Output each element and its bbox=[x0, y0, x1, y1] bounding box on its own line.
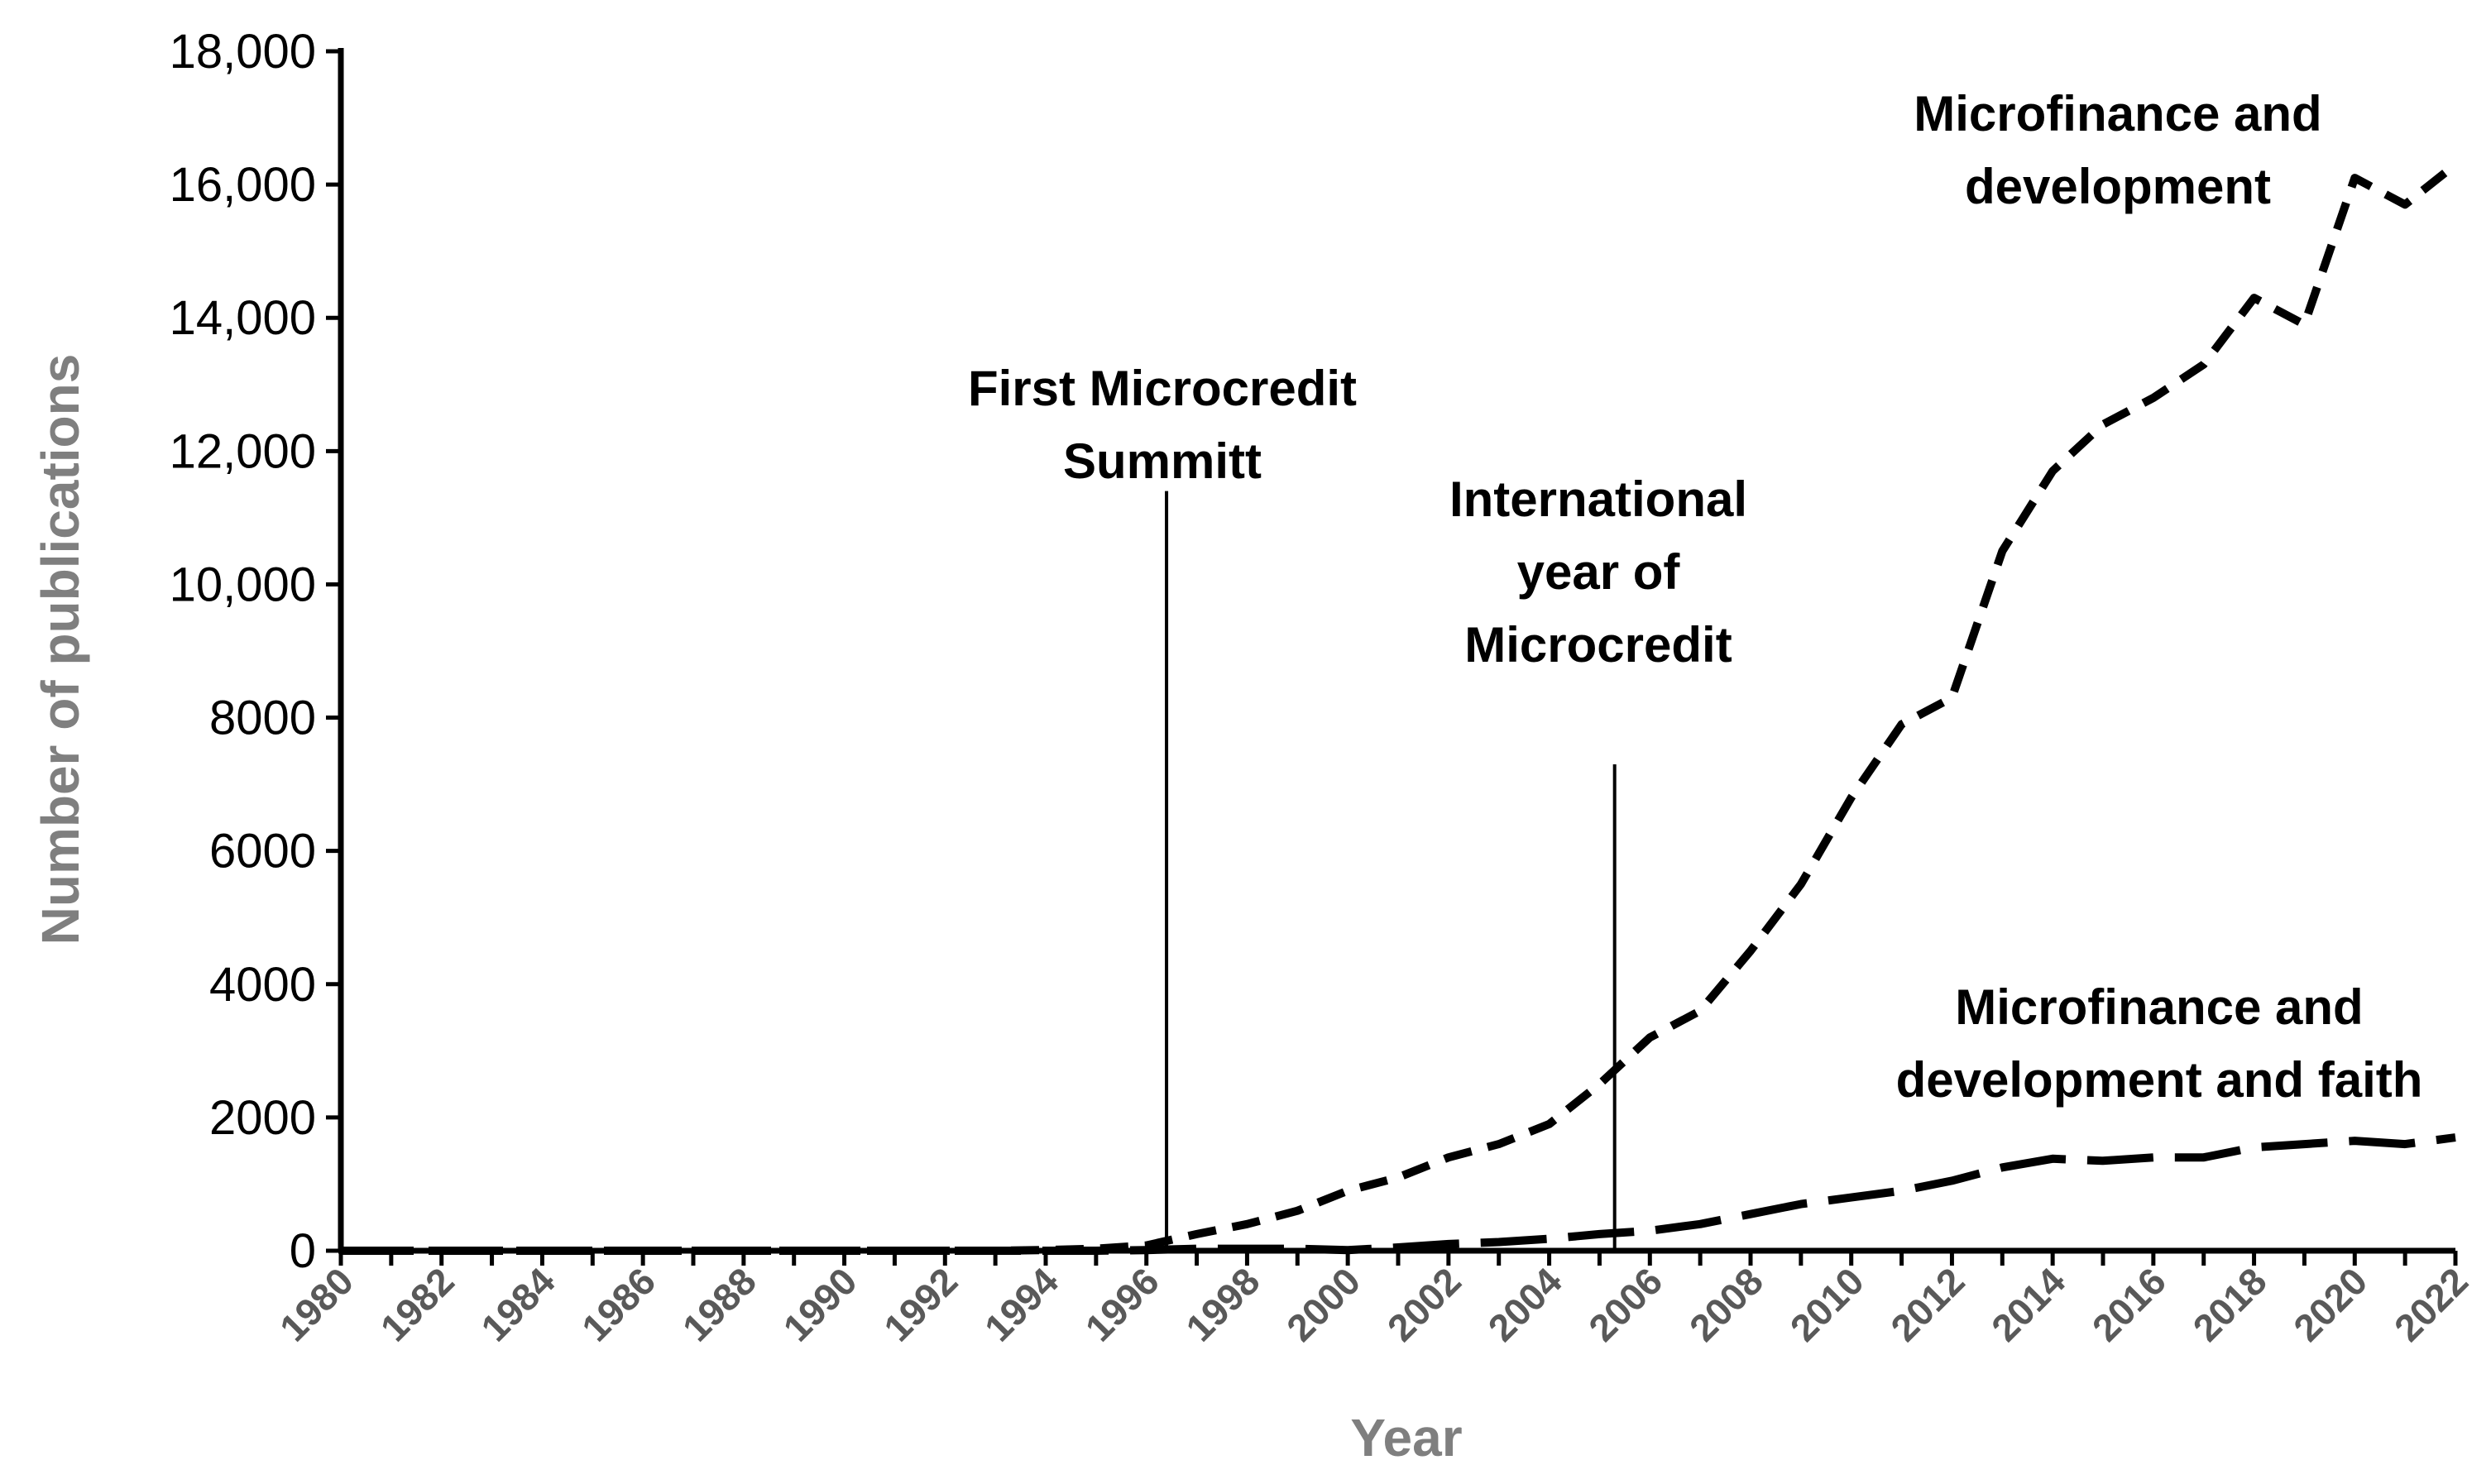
data-point-1 bbox=[2103, 424, 2104, 425]
x-tick-label: 2006 bbox=[1580, 1259, 1670, 1349]
series-line-2 bbox=[341, 1133, 2456, 1255]
x-tick-label: 1992 bbox=[875, 1259, 965, 1349]
data-point-1 bbox=[1700, 1011, 1701, 1012]
annotations-group: First Microcredit Summitt International yea… bbox=[968, 361, 1747, 1251]
x-tick-label: 2000 bbox=[1278, 1259, 1368, 1349]
x-tick-label: 1996 bbox=[1077, 1259, 1167, 1349]
y-tick-label: 2000 bbox=[209, 1091, 316, 1145]
x-tick-label: 2016 bbox=[2084, 1259, 2174, 1349]
series-group bbox=[341, 160, 2459, 1255]
data-point-2 bbox=[1901, 1190, 1902, 1191]
annotation-label: International bbox=[1449, 472, 1747, 527]
x-tick-label: 2022 bbox=[2386, 1259, 2476, 1349]
y-tick-label: 0 bbox=[290, 1224, 316, 1278]
data-point-1 bbox=[2304, 324, 2305, 325]
y-tick-label: 8000 bbox=[209, 692, 316, 745]
y-axis-group: 0 2000 4000 6000 8000 10,000 12,000 14,000 16,00… bbox=[170, 25, 344, 1278]
x-tick-label: 2020 bbox=[2285, 1259, 2375, 1349]
y-axis-title: Number of publications bbox=[31, 354, 90, 945]
x-axis-group: 1980 1982 1984 1986 1988 1990 1992 1994 1996 1998… bbox=[271, 1247, 2476, 1349]
x-tick-label: 2010 bbox=[1782, 1259, 1872, 1349]
x-axis-title: Year bbox=[1350, 1408, 1462, 1467]
annotation-label: First Microcredit bbox=[968, 361, 1357, 416]
annotation-label: year of bbox=[1517, 544, 1681, 600]
y-tick-label: 4000 bbox=[209, 958, 316, 1012]
x-tick-label: 2008 bbox=[1681, 1259, 1771, 1349]
x-tick-label: 1980 bbox=[271, 1259, 362, 1349]
y-tick-label: 18,000 bbox=[170, 25, 316, 79]
annotation-label: Microcredit bbox=[1464, 617, 1732, 673]
x-tick-label: 2018 bbox=[2185, 1259, 2275, 1349]
y-tick-label: 12,000 bbox=[170, 424, 316, 478]
series-label-1: Microfinance and bbox=[1914, 86, 2321, 141]
x-tick-label: 1982 bbox=[372, 1259, 462, 1349]
x-tick-label: 1988 bbox=[674, 1259, 764, 1349]
series-label-1: development bbox=[1965, 159, 2271, 214]
data-point-1 bbox=[2455, 164, 2456, 165]
series-label-2: Microfinance and bbox=[1955, 979, 2363, 1035]
x-tick-label: 1994 bbox=[976, 1259, 1066, 1349]
series-label-2: development and faith bbox=[1896, 1052, 2423, 1108]
y-tick-label: 14,000 bbox=[170, 291, 316, 345]
x-tick-label: 2012 bbox=[1882, 1259, 1972, 1349]
x-tick-label: 2004 bbox=[1480, 1259, 1570, 1349]
x-tick-label: 2014 bbox=[1983, 1259, 2073, 1349]
y-tick-label: 16,000 bbox=[170, 158, 316, 212]
series-labels-group: Microfinance and development Microfinance … bbox=[1896, 86, 2423, 1108]
data-point-2 bbox=[1549, 1238, 1550, 1239]
x-tick-label: 1998 bbox=[1177, 1259, 1267, 1349]
x-tick-label: 1990 bbox=[775, 1259, 865, 1349]
data-point-1 bbox=[1398, 1177, 1399, 1178]
x-tick-label: 2002 bbox=[1379, 1259, 1469, 1349]
y-tick-label: 10,000 bbox=[170, 558, 316, 611]
annotation-label: Summitt bbox=[1063, 433, 1262, 489]
x-tick-label: 1986 bbox=[573, 1259, 663, 1349]
y-tick-label: 6000 bbox=[209, 825, 316, 878]
x-tick-label: 1984 bbox=[472, 1259, 563, 1349]
